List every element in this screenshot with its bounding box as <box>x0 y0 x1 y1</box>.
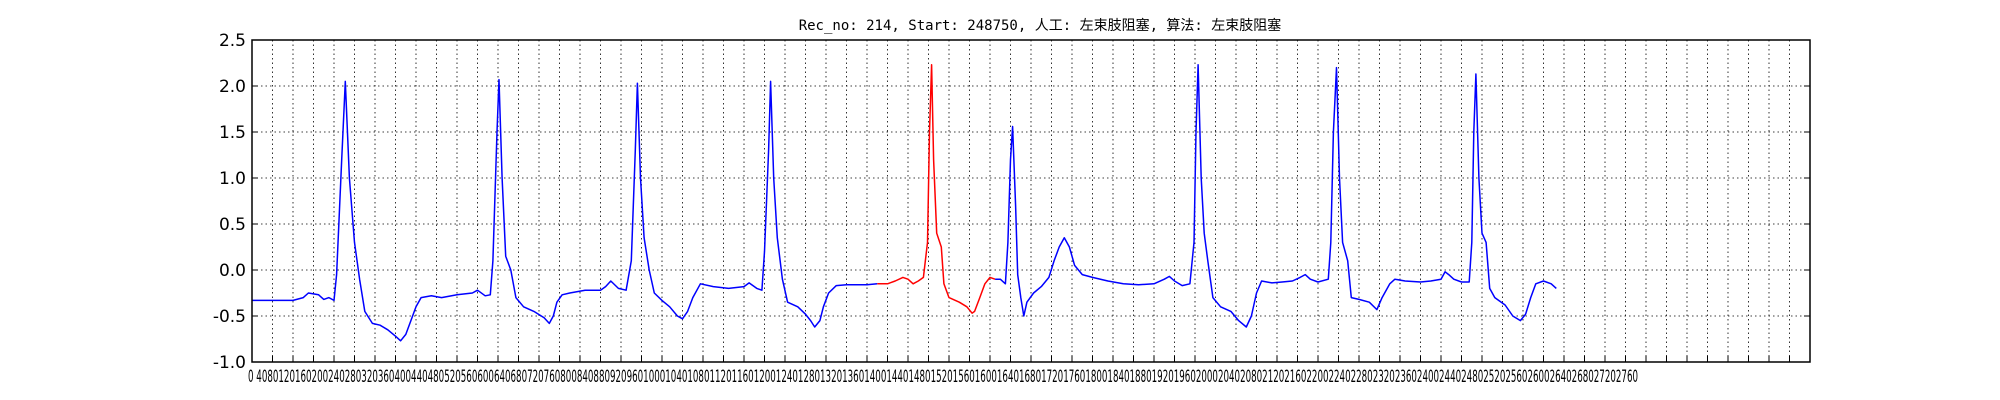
y-tick-label: 0.0 <box>219 261 246 281</box>
series-line-main <box>252 78 878 342</box>
y-tick-label: -0.5 <box>213 307 246 327</box>
series-lines <box>252 64 1557 342</box>
grid-lines <box>252 40 1810 362</box>
series-line-highlight <box>877 64 996 314</box>
chart-title: Rec_no: 214, Start: 248750, 人工: 左束肢阻塞, 算… <box>799 17 1282 34</box>
y-tick-label: 2.0 <box>219 77 246 97</box>
series-line-main <box>995 64 1557 328</box>
plot-frame <box>251 39 1811 363</box>
y-axis: 2.5 2.0 1.5 1.0 0.5 0.0 -0.5 -1.0 <box>213 31 1810 373</box>
y-tick-label: 1.5 <box>219 123 246 143</box>
y-tick-label: 2.5 <box>219 31 246 51</box>
y-tick-label: 1.0 <box>219 169 246 189</box>
y-tick-label: 0.5 <box>219 215 246 235</box>
x-axis: 0 40801201602002402803203604004404805205… <box>248 356 1811 387</box>
y-tick-label: -1.0 <box>213 353 246 373</box>
x-tick-labels: 0 40801201602002402803203604004404805205… <box>248 367 1638 387</box>
